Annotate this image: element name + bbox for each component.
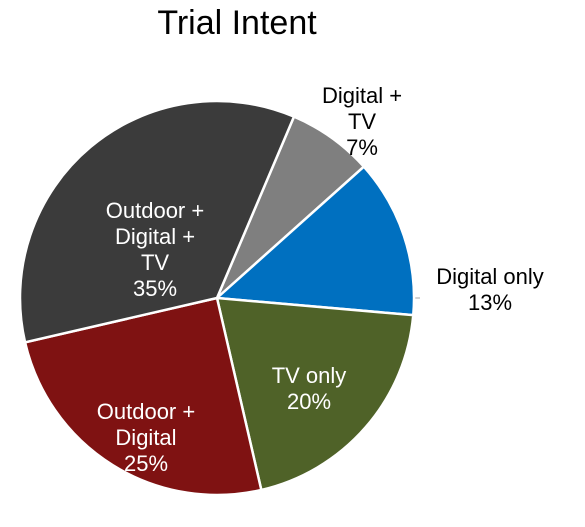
- pie-slice: [215, 296, 415, 492]
- chart-title: Trial Intent: [157, 4, 317, 42]
- slice-label: Outdoor + Digital + TV: [106, 198, 204, 275]
- slice-label: TV only: [272, 363, 347, 388]
- slice-label-line: Outdoor +: [106, 198, 204, 223]
- pie-slice: [18, 99, 296, 344]
- slice-label: Digital only: [436, 264, 544, 289]
- slice-label-line: Outdoor +: [97, 399, 195, 424]
- slice-label-line: Digital: [115, 425, 176, 450]
- pie-slice: [23, 296, 263, 497]
- slice-label-line: Digital only: [436, 264, 544, 289]
- pie-slice: [214, 164, 416, 317]
- slice-label: Digital + TV: [322, 83, 402, 134]
- slice-value-label: 25%: [124, 451, 168, 476]
- slice-value-label: 13%: [468, 290, 512, 315]
- slice-label-line: TV only: [272, 363, 347, 388]
- slice-label-line: Digital +: [115, 224, 195, 249]
- slice-value-label: 7%: [346, 135, 378, 160]
- slice-label-line: TV: [141, 250, 169, 275]
- slice-value-label: 20%: [287, 389, 331, 414]
- slice-label: Outdoor + Digital: [97, 399, 195, 450]
- slice-value-label: 35%: [133, 276, 177, 301]
- slice-label-line: TV: [348, 109, 376, 134]
- slice-label-line: Digital +: [322, 83, 402, 108]
